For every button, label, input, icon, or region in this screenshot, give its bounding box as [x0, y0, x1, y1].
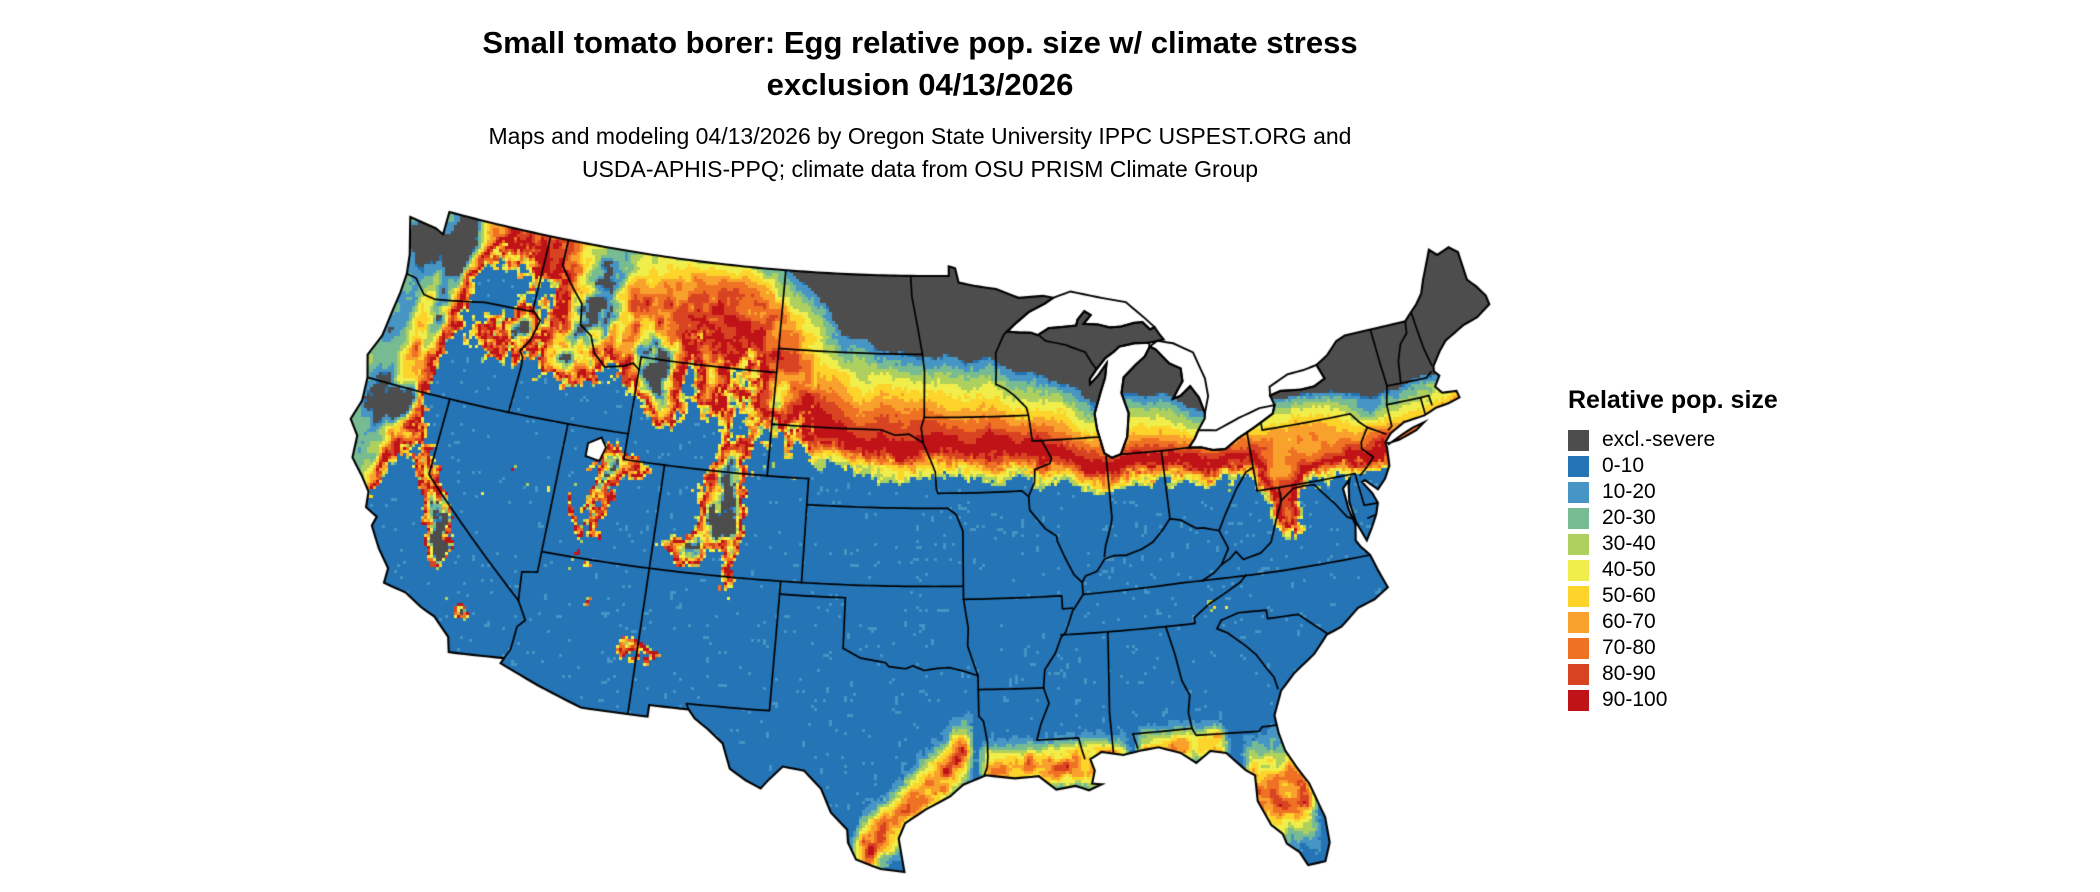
legend-row: 50-60	[1568, 583, 1828, 609]
legend-label: 20-30	[1602, 506, 1656, 529]
legend-label: 0-10	[1602, 454, 1645, 477]
figure-subtitle-line2: USDA-APHIS-PPQ; climate data from OSU PR…	[581, 156, 1259, 183]
legend-swatch	[1568, 663, 1589, 685]
legend-swatch	[1568, 559, 1589, 581]
legend-row: 0-10	[1568, 453, 1828, 479]
legend-swatch	[1568, 585, 1589, 607]
legend-row: 40-50	[1568, 557, 1828, 583]
legend-label: 10-20	[1602, 480, 1656, 503]
legend-label: 50-60	[1602, 584, 1656, 607]
legend-row: 10-20	[1568, 479, 1828, 505]
legend-swatch	[1568, 507, 1589, 529]
figure-title-line2: exclusion 04/13/2026	[766, 67, 1074, 103]
legend-label: 60-70	[1602, 610, 1656, 633]
figure-title: Small tomato borer: Egg relative pop. si…	[300, 22, 1540, 106]
legend-label: 40-50	[1602, 558, 1656, 581]
figure-subtitle: Maps and modeling 04/13/2026 by Oregon S…	[300, 120, 1540, 187]
legend-swatch	[1568, 637, 1589, 659]
legend-title: Relative pop. size	[1568, 386, 1778, 414]
legend: Relative pop. size excl.-severe 0-10 10-20…	[1568, 386, 1828, 713]
legend-label: excl.-severe	[1602, 428, 1716, 451]
figure-title-line1: Small tomato borer: Egg relative pop. si…	[482, 25, 1358, 60]
legend-swatch	[1568, 533, 1589, 555]
legend-row: 20-30	[1568, 505, 1828, 531]
legend-swatch	[1568, 455, 1589, 477]
legend-swatch	[1568, 689, 1589, 711]
legend-swatch	[1568, 611, 1589, 633]
legend-row: 70-80	[1568, 635, 1828, 661]
legend-swatch	[1568, 429, 1589, 451]
legend-label: 90-100	[1602, 688, 1668, 711]
legend-label: 80-90	[1602, 662, 1656, 685]
legend-items: excl.-severe 0-10 10-20 20-30 30-40 40-50 50-6…	[1568, 427, 1828, 713]
figure-subtitle-line1: Maps and modeling 04/13/2026 by Oregon S…	[488, 123, 1352, 149]
legend-row: 60-70	[1568, 609, 1828, 635]
legend-row: 30-40	[1568, 531, 1828, 557]
us-choropleth-map	[295, 204, 1545, 880]
legend-row: 90-100	[1568, 687, 1828, 713]
legend-label: 30-40	[1602, 532, 1656, 555]
legend-label: 70-80	[1602, 636, 1656, 659]
legend-swatch	[1568, 481, 1589, 503]
legend-row: excl.-severe	[1568, 427, 1828, 453]
legend-row: 80-90	[1568, 661, 1828, 687]
